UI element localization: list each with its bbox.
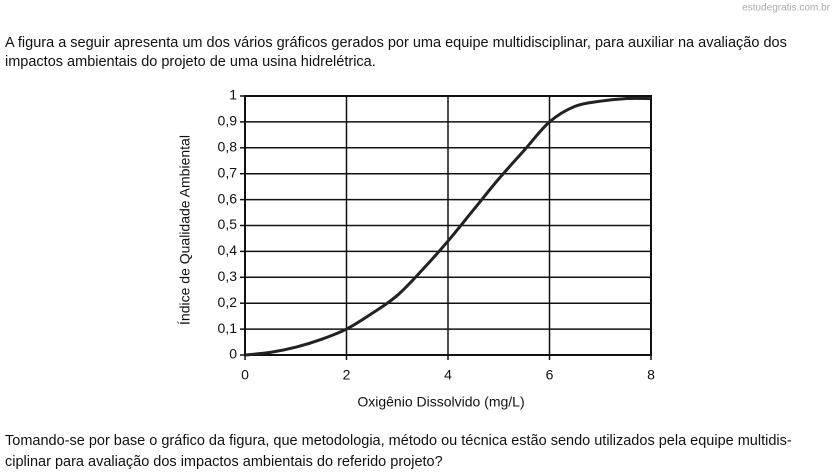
y-tick-label: 0: [229, 346, 237, 362]
x-tick-label: 2: [343, 367, 351, 383]
x-axis-title: Oxigênio Dissolvido (mg/L): [357, 394, 524, 410]
y-tick-label: 0,8: [218, 139, 238, 155]
y-tick-label: 0,4: [218, 242, 238, 258]
plot-frame: [244, 95, 652, 356]
x-tick-label: 6: [546, 367, 554, 383]
y-axis-title: Índice de Qualidade Ambiental: [177, 135, 193, 325]
y-tick-label: 0,1: [218, 320, 238, 336]
y-tick-label: 0,6: [218, 190, 238, 206]
y-tick-label: 0,5: [218, 216, 238, 232]
question-line: Tomando-se por base o gráfico da figura,…: [5, 433, 792, 449]
curve: [244, 96, 652, 357]
y-tick-label: 0,9: [218, 113, 238, 129]
x-tick-label: 4: [444, 367, 452, 383]
x-tick-label: 0: [241, 367, 249, 383]
y-tick-label: 0,3: [218, 268, 238, 284]
intro-line: A figura a seguir apresenta um dos vário…: [5, 35, 787, 51]
question-line: ciplinar para avaliação dos impactos amb…: [5, 454, 443, 470]
intro-line: impactos ambientais do projeto de uma us…: [5, 54, 376, 70]
y-tick-label: 1: [229, 87, 237, 103]
watermark: estudegratis.com.br: [742, 3, 830, 14]
x-tick-label: 8: [647, 367, 655, 383]
y-tick-label: 0,7: [218, 164, 238, 180]
y-tick-label: 0,2: [218, 294, 238, 310]
